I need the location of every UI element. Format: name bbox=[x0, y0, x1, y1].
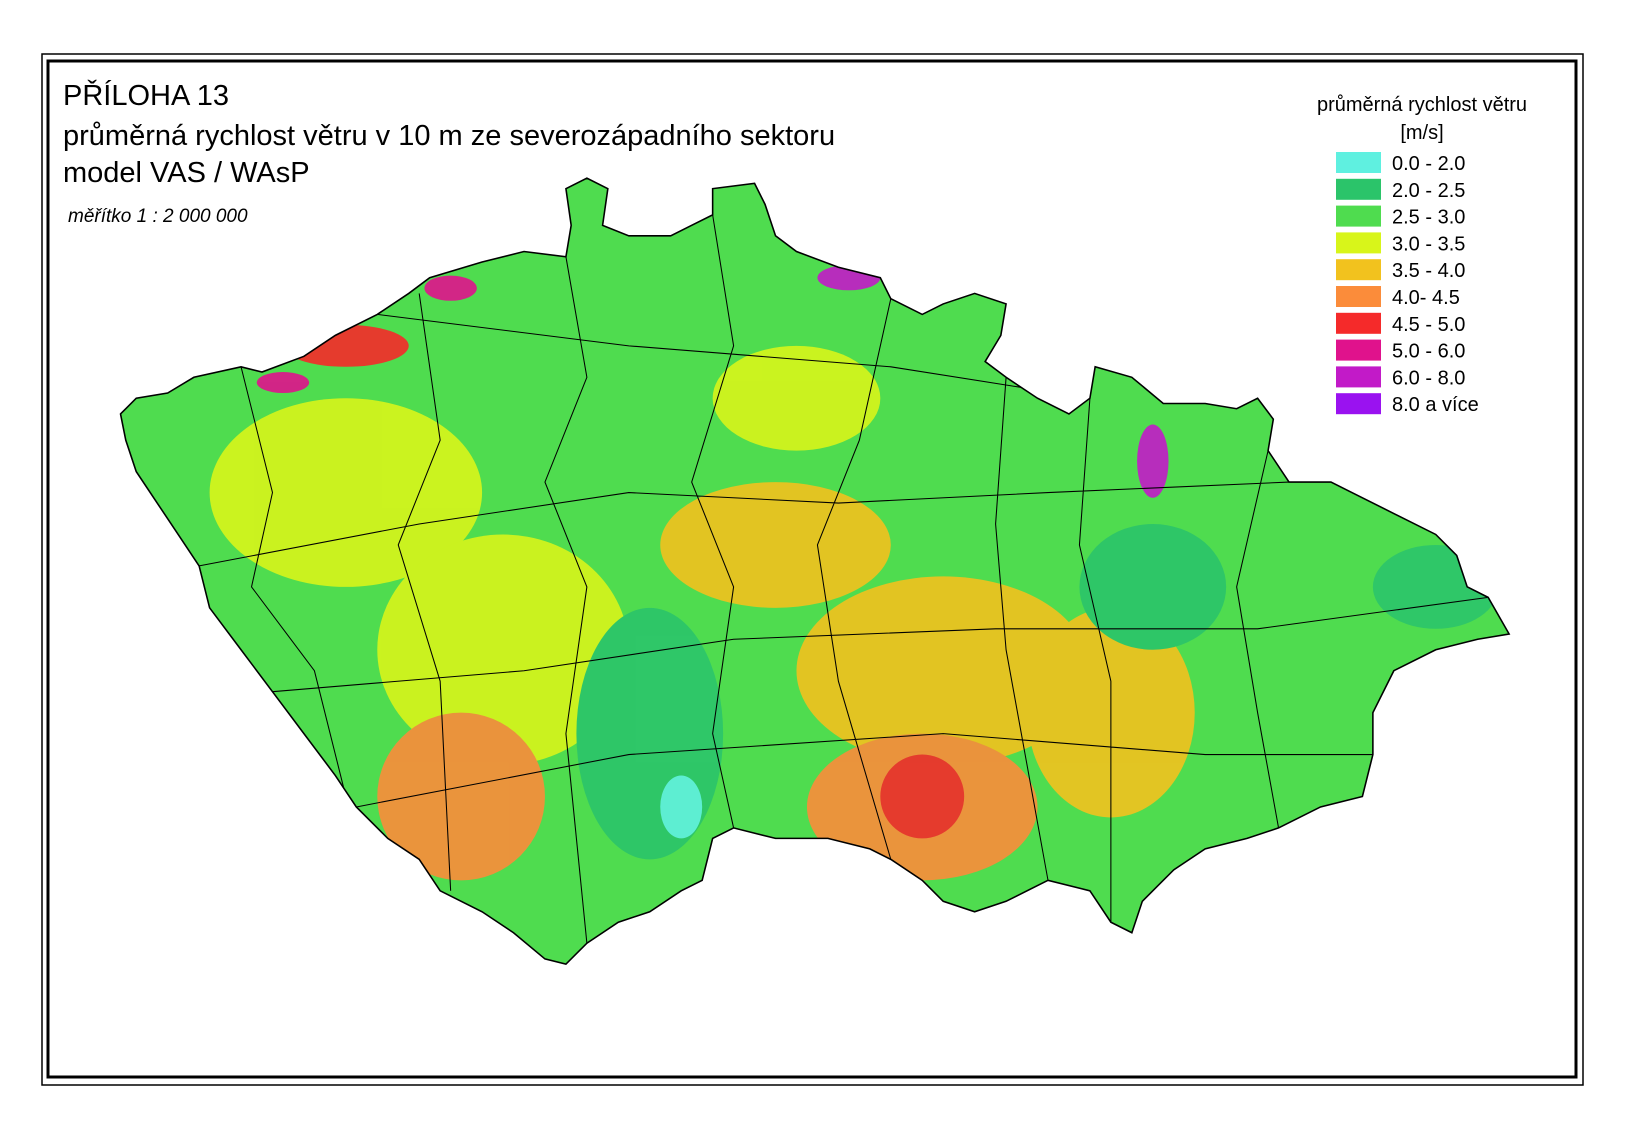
legend-label: 4.5 - 5.0 bbox=[1392, 314, 1465, 336]
legend-label: 8.0 a více bbox=[1392, 394, 1479, 416]
map-model: model VAS / WAsP bbox=[63, 157, 310, 189]
legend-label: 2.0 - 2.5 bbox=[1392, 180, 1465, 202]
legend-label: 3.0 - 3.5 bbox=[1392, 233, 1465, 255]
legend-swatch bbox=[1336, 393, 1381, 415]
legend-label: 5.0 - 6.0 bbox=[1392, 341, 1465, 363]
legend-label: 6.0 - 8.0 bbox=[1392, 367, 1465, 389]
district-borders bbox=[199, 214, 1489, 944]
legend-label: 0.0 - 2.0 bbox=[1392, 153, 1465, 175]
map-title: PŘÍLOHA 13 bbox=[63, 79, 229, 112]
legend-label: 3.5 - 4.0 bbox=[1392, 260, 1465, 282]
map-subtitle: průměrná rychlost větru v 10 m ze severo… bbox=[63, 120, 835, 152]
legend-swatch bbox=[1336, 232, 1381, 254]
inner-frame bbox=[46, 59, 1578, 1079]
legend-swatch bbox=[1336, 286, 1381, 307]
map-scale: měřítko 1 : 2 000 000 bbox=[68, 206, 248, 227]
legend-swatch bbox=[1336, 366, 1381, 388]
legend-swatch bbox=[1336, 339, 1381, 361]
legend-swatch bbox=[1336, 205, 1381, 227]
map bbox=[119, 177, 1510, 965]
legend-swatch bbox=[1336, 178, 1381, 200]
legend-title: průměrná rychlost větru bbox=[1317, 94, 1527, 116]
legend-swatch bbox=[1336, 152, 1381, 173]
legend-swatch bbox=[1336, 259, 1381, 281]
legend-swatch bbox=[1336, 312, 1381, 334]
legend-label: 2.5 - 3.0 bbox=[1392, 207, 1465, 229]
legend-unit: [m/s] bbox=[1400, 122, 1443, 144]
legend-label: 4.0- 4.5 bbox=[1392, 287, 1460, 309]
outer-frame bbox=[41, 53, 1584, 1086]
